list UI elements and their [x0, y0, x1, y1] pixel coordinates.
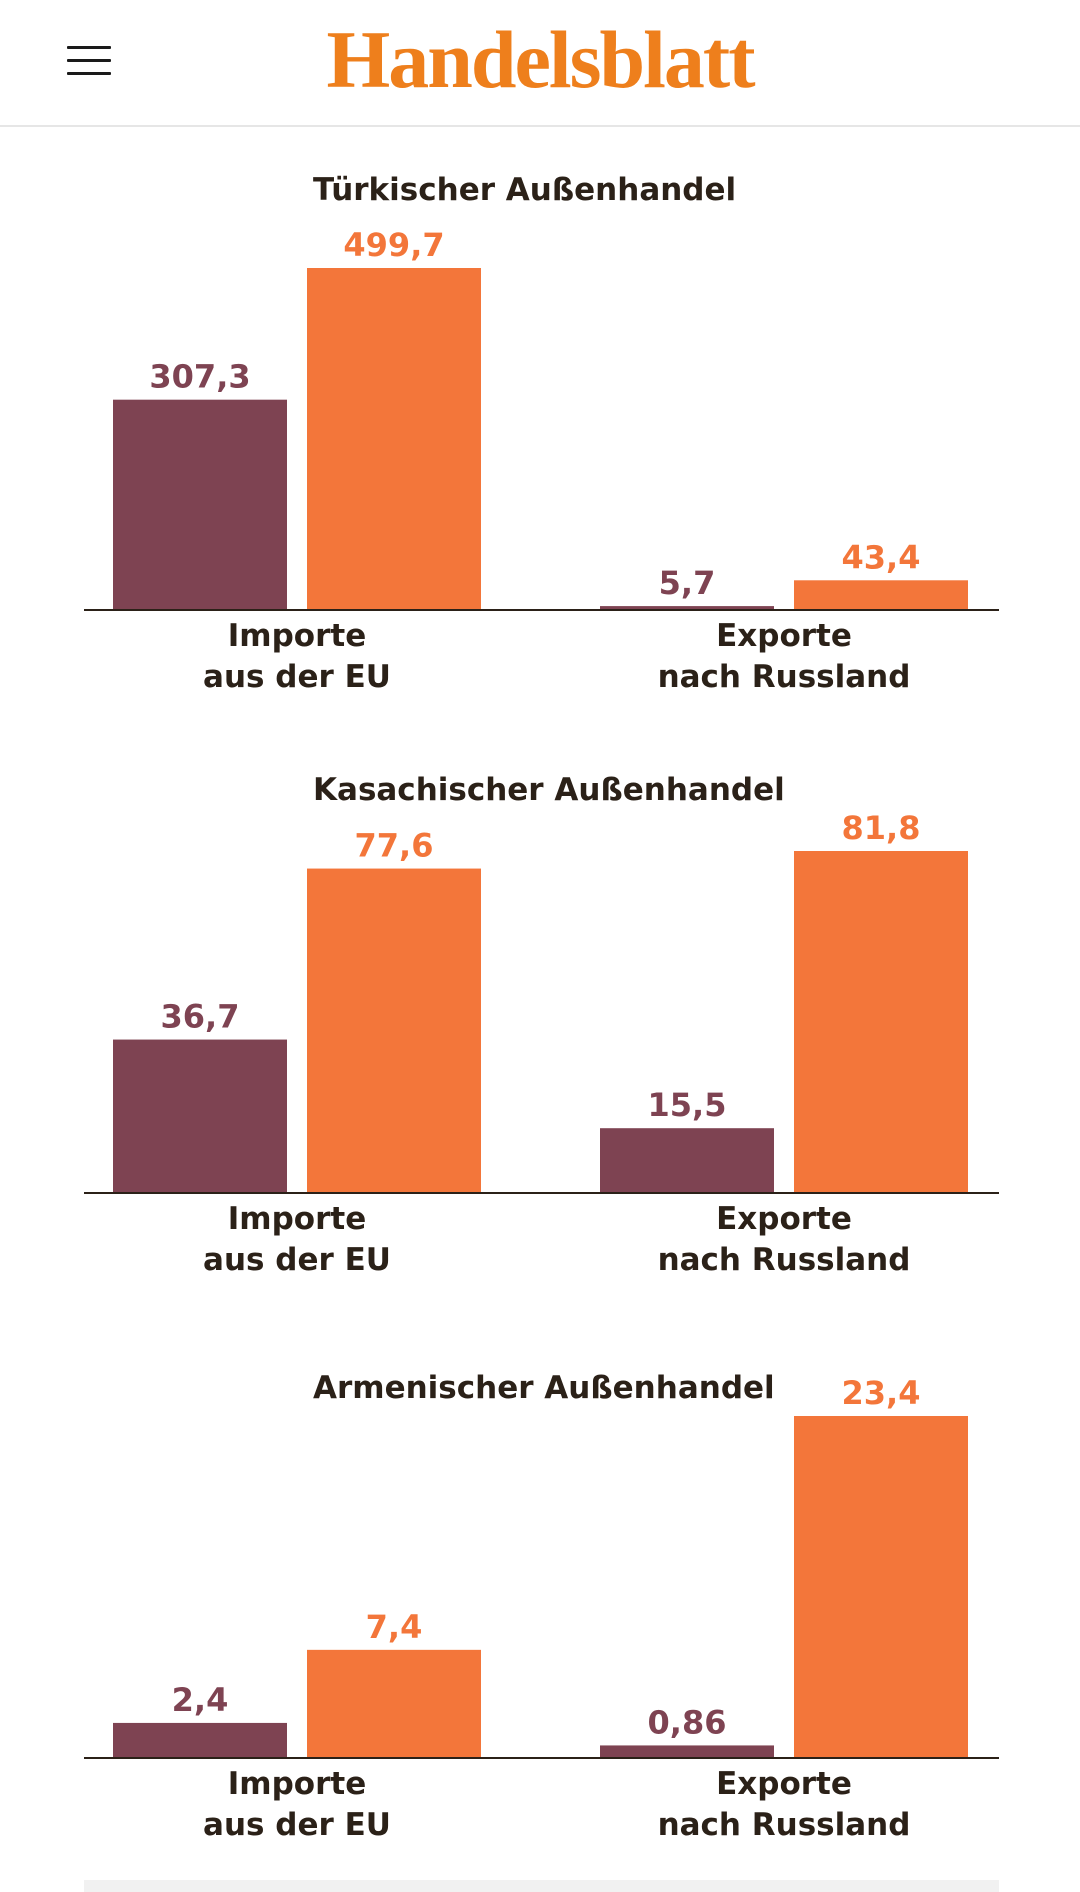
bar-series-2: [794, 851, 968, 1193]
data-label: 5,7: [659, 564, 716, 602]
data-label: 7,4: [366, 1608, 423, 1646]
data-label: 36,7: [161, 998, 240, 1036]
hamburger-icon-line: [67, 46, 111, 49]
bar-series-1: [600, 1745, 774, 1758]
chart-title: Kasachischer Außenhandel: [313, 772, 785, 808]
bar-series-2: [794, 580, 968, 610]
chart-title: Armenischer Außenhandel: [313, 1370, 775, 1406]
category-label: Importe: [228, 1766, 366, 1802]
data-label: 43,4: [842, 538, 921, 576]
menu-button[interactable]: [56, 36, 122, 86]
category-label: Importe: [228, 1201, 366, 1237]
category-label: Exporte: [716, 1766, 852, 1802]
data-label: 499,7: [343, 226, 444, 264]
category-label: nach Russland: [658, 1807, 911, 1843]
chart-2: Kasachischer Außenhandel 36,7 77,6 Importe a…: [84, 772, 999, 1278]
hamburger-icon-line: [67, 59, 111, 62]
data-label: 23,4: [842, 1374, 921, 1412]
bar-series-2: [307, 268, 481, 610]
bar-series-2: [307, 868, 481, 1193]
bar-series-2: [307, 1649, 481, 1758]
bar-series-2: [794, 1416, 968, 1758]
category-label: Exporte: [716, 618, 852, 654]
bar-series-1: [600, 1128, 774, 1193]
site-logo[interactable]: Handelsblatt: [326, 14, 755, 105]
site-header: Handelsblatt: [0, 0, 1080, 127]
data-label: 0,86: [648, 1703, 727, 1741]
bar-series-1: [113, 1722, 287, 1758]
data-label: 81,8: [842, 809, 921, 847]
data-label: 307,3: [149, 358, 250, 396]
bottom-strip: [84, 1880, 999, 1892]
data-label: 2,4: [172, 1681, 229, 1719]
bar-series-1: [600, 606, 774, 610]
trade-charts: Türkischer Außenhandel 307,3 499,7 Importe a…: [84, 172, 999, 1843]
bar-series-1: [113, 399, 287, 610]
bar-series-1: [113, 1039, 287, 1193]
category-label: nach Russland: [658, 659, 911, 695]
category-label: Exporte: [716, 1201, 852, 1237]
data-label: 15,5: [648, 1086, 727, 1124]
category-label: Importe: [228, 618, 366, 654]
category-label: nach Russland: [658, 1242, 911, 1278]
chart-3: Armenischer Außenhandel 2,4 7,4 Importe aus …: [84, 1370, 999, 1843]
category-label: aus der EU: [203, 1242, 391, 1278]
chart-1: Türkischer Außenhandel 307,3 499,7 Importe a…: [84, 172, 999, 695]
category-label: aus der EU: [203, 659, 391, 695]
hamburger-icon-line: [67, 72, 111, 75]
chart-title: Türkischer Außenhandel: [313, 172, 736, 208]
data-label: 77,6: [355, 827, 434, 865]
category-label: aus der EU: [203, 1807, 391, 1843]
